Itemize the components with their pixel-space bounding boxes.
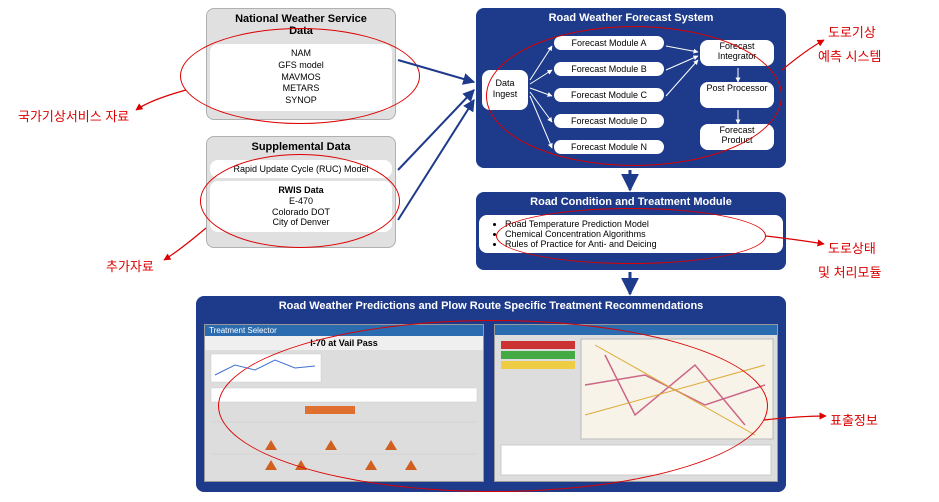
nws-items: NAM GFS model MAVMOS METARS SYNOP	[210, 44, 392, 110]
post-processor: Post Processor	[700, 82, 774, 108]
forecast-module: Forecast Module A	[554, 36, 664, 50]
annot-supp: 추가자료	[106, 256, 154, 275]
nws-item: MAVMOS	[214, 72, 388, 84]
condition-module-box: Road Condition and Treatment Module Road…	[476, 192, 786, 270]
nws-item: METARS	[214, 83, 388, 95]
forecast-module: Forecast Module C	[554, 88, 664, 102]
treatment-selector-panel: Treatment Selector I-70 at Vail Pass	[204, 324, 484, 482]
predictions-box: Road Weather Predictions and Plow Route …	[196, 296, 786, 492]
map-panel	[494, 324, 778, 482]
rwis-title: RWIS Data	[214, 185, 388, 196]
annot-cond-1: 도로상태	[828, 238, 876, 257]
forecast-title: Road Weather Forecast System	[476, 8, 786, 28]
map-titlebar	[495, 325, 777, 335]
annot-nws: 국가기상서비스 자료	[18, 106, 129, 125]
nws-title: National Weather Service Data	[207, 9, 395, 41]
nws-item: NAM	[214, 48, 388, 60]
supplemental-data-box: Supplemental Data Rapid Update Cycle (RU…	[206, 136, 396, 248]
supp-title: Supplemental Data	[207, 137, 395, 157]
rwis-item: City of Denver	[214, 217, 388, 228]
panel-titlebar: Treatment Selector	[205, 325, 483, 336]
condition-bullet: Road Temperature Prediction Model	[505, 219, 775, 229]
rwis-item: E-470	[214, 196, 388, 207]
vail-pass-title: I-70 at Vail Pass	[205, 336, 483, 350]
annot-forecast-1: 도로기상	[828, 22, 876, 41]
forecast-module: Forecast Module B	[554, 62, 664, 76]
annot-output: 표출정보	[830, 410, 878, 429]
supp-ruc: Rapid Update Cycle (RUC) Model	[210, 160, 392, 178]
forecast-integrator: Forecast Integrator	[700, 40, 774, 66]
condition-title: Road Condition and Treatment Module	[476, 192, 786, 212]
forecast-module: Forecast Module D	[554, 114, 664, 128]
forecast-product: Forecast Product	[700, 124, 774, 150]
annot-cond-2: 및 처리모듈	[818, 262, 881, 281]
nws-item: GFS model	[214, 60, 388, 72]
data-ingest: Data Ingest	[482, 70, 528, 110]
treatment-chart-mock	[205, 350, 485, 480]
condition-bullet: Chemical Concentration Algorithms	[505, 229, 775, 239]
map-mock	[495, 335, 779, 481]
rwis-item: Colorado DOT	[214, 207, 388, 218]
annot-forecast-2: 예측 시스템	[818, 46, 881, 65]
nws-data-box: National Weather Service Data NAM GFS mo…	[206, 8, 396, 120]
condition-bullet: Rules of Practice for Anti- and Deicing	[505, 239, 775, 249]
forecast-system-box: Road Weather Forecast System Data Ingest…	[476, 8, 786, 168]
supp-rwis: RWIS Data E-470 Colorado DOT City of Den…	[210, 181, 392, 232]
forecast-module: Forecast Module N	[554, 140, 664, 154]
nws-item: SYNOP	[214, 95, 388, 107]
condition-bullets: Road Temperature Prediction Model Chemic…	[479, 215, 783, 253]
predictions-title: Road Weather Predictions and Plow Route …	[196, 296, 786, 316]
